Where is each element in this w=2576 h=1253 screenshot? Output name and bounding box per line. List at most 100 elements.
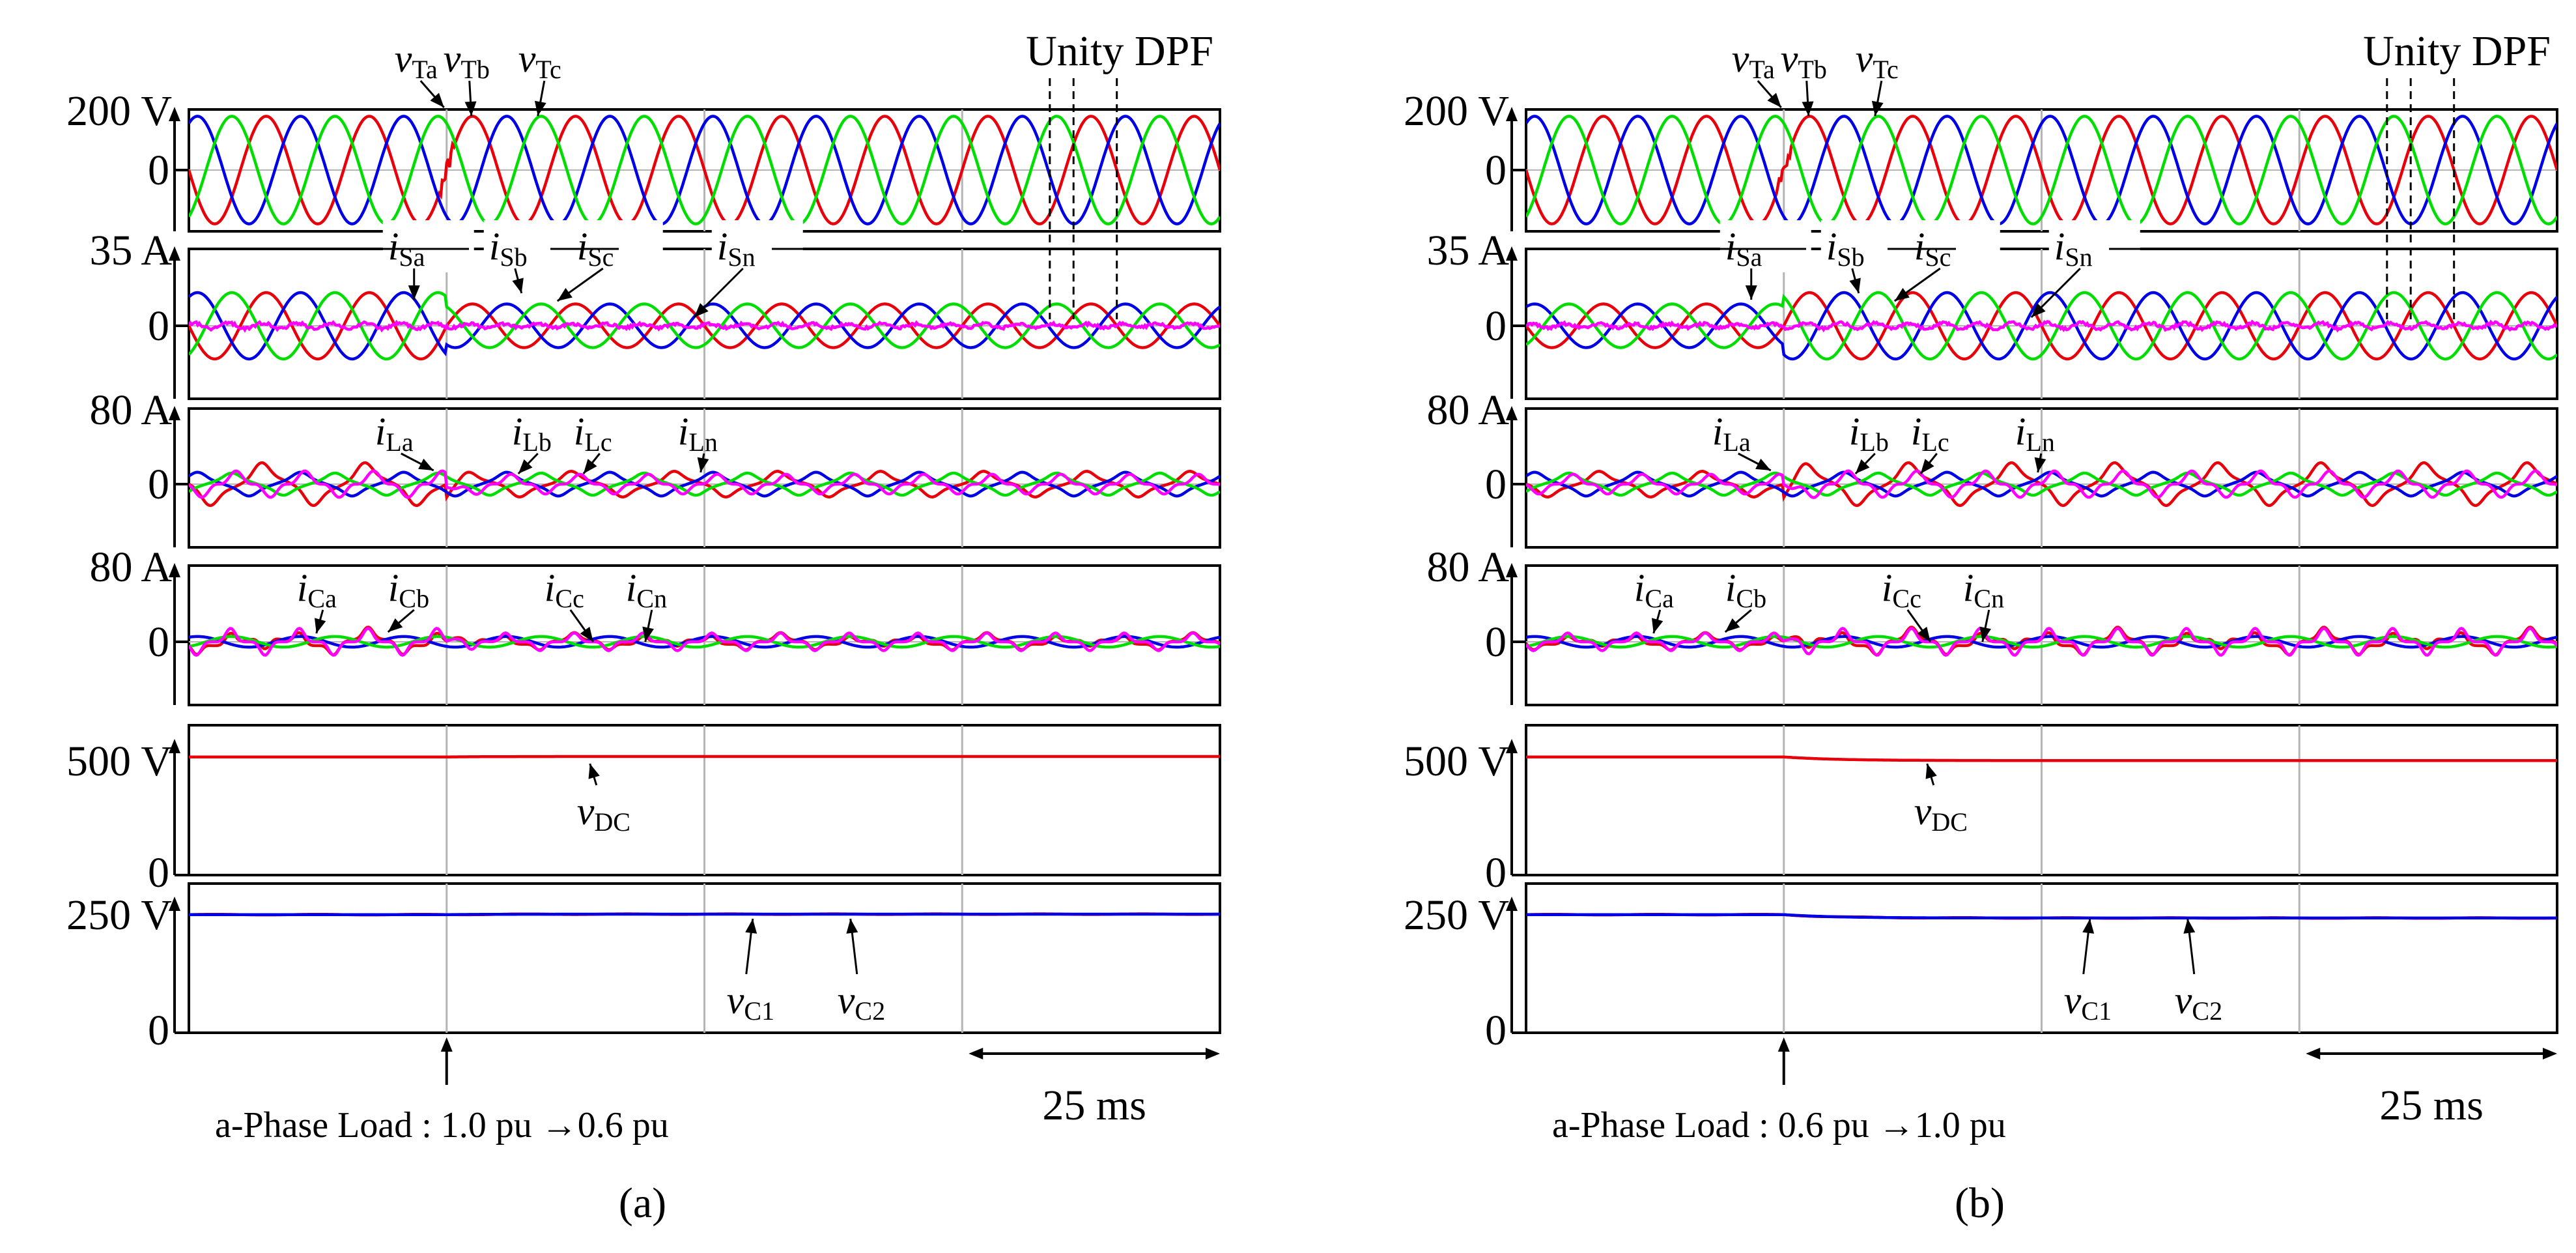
zero-label: 0 — [1485, 147, 1507, 194]
trace-label-vC1: vC1 — [2064, 979, 2112, 1026]
scale-right-head — [1206, 1048, 1220, 1059]
trace-label-vTa: vTa — [395, 37, 438, 84]
zero-label: 0 — [1485, 849, 1507, 897]
trace-label-iCb: iCb — [1725, 566, 1766, 613]
trace-label-vC1: vC1 — [727, 979, 774, 1026]
scale-left-head — [969, 1048, 983, 1059]
trace-label-vDC: vDC — [577, 790, 630, 837]
zero-label: 0 — [1485, 302, 1507, 350]
label-leader-head — [1746, 285, 1757, 300]
label-leader-head — [584, 459, 597, 474]
zero-label: 0 — [148, 849, 169, 897]
trace-row-2: 80 A 0 — [89, 386, 1220, 547]
trace-label-vTb: vTb — [444, 37, 490, 84]
axis-value-label: 500 V — [66, 738, 172, 785]
trace-row-4: 500 V 0 — [66, 725, 1220, 897]
trace-label-iCn: iCn — [626, 566, 667, 613]
panel-caption: (b) — [1955, 1179, 2005, 1227]
label-leader-head — [2035, 457, 2046, 472]
label-leader-head — [698, 457, 709, 472]
trace-label-vTc: vTc — [1856, 37, 1899, 84]
trace-row-5: 250 V 0 — [66, 884, 1220, 1054]
trace-label-iCb: iCb — [388, 566, 429, 613]
series-line-trace0 — [189, 756, 1220, 757]
axis-value-label: 250 V — [1404, 891, 1509, 939]
waveforms — [189, 914, 1220, 915]
trace-label-vTc: vTc — [518, 37, 561, 84]
trace-label-iLb: iLb — [512, 410, 552, 457]
panel-caption: (a) — [619, 1179, 666, 1227]
label-leader-head — [408, 285, 420, 300]
trace-label-vDC: vDC — [1914, 790, 1968, 837]
oscilloscope-figure: 200 V035 A080 A080 A0500 V0250 V0vTa vTb v… — [0, 0, 2576, 1253]
label-leader-head — [1652, 618, 1663, 633]
label-leader-head — [315, 618, 326, 633]
load-change-note: a-Phase Load : 1.0 pu →0.6 pu — [215, 1105, 669, 1145]
series-line-trace1 — [189, 914, 1220, 915]
zero-label: 0 — [148, 461, 169, 508]
trace-label-vC2: vC2 — [838, 979, 885, 1026]
zero-label: 0 — [1485, 1007, 1507, 1054]
trace-label-iLa: iLa — [1712, 410, 1751, 457]
event-arrow-head — [1778, 1037, 1790, 1052]
axis-value-label: 200 V — [1404, 87, 1509, 135]
panel-a: 200 V035 A080 A080 A0500 V0250 V0vTa vTb v… — [66, 27, 1220, 1227]
trace-label-iLc: iLc — [574, 410, 612, 457]
trace-label-iLn: iLn — [678, 410, 718, 457]
trace-label-iCa: iCa — [1634, 566, 1674, 613]
panel-b: 200 V035 A080 A080 A0500 V0250 V0vTa vTb v… — [1404, 27, 2557, 1227]
zero-label: 0 — [148, 1007, 169, 1054]
trace-label-vC2: vC2 — [2175, 979, 2222, 1026]
label-leader-head — [1921, 459, 1934, 474]
trace-label-iLc: iLc — [1911, 410, 1949, 457]
axis-value-label: 80 A — [89, 543, 172, 591]
zero-label: 0 — [148, 618, 169, 666]
trace-label-iLn: iLn — [2015, 410, 2055, 457]
trace-label-iCn: iCn — [1963, 566, 2004, 613]
trace-row-4: 500 V 0 — [1404, 725, 2557, 897]
label-leader-head — [745, 919, 757, 934]
axis-value-label: 80 A — [1426, 543, 1509, 591]
trace-label-iCc: iCc — [545, 566, 584, 613]
axis-value-label: 250 V — [66, 891, 172, 939]
trace-row-3: 80 A 0 — [89, 543, 1220, 705]
trace-row-0: 200 V 0 — [66, 87, 1220, 231]
trace-row-3: 80 A 0 — [1426, 543, 2557, 705]
axis-value-label: 80 A — [89, 386, 172, 434]
scale-right-head — [2543, 1048, 2557, 1059]
event-arrow-head — [441, 1037, 453, 1052]
waveforms — [189, 756, 1220, 757]
zero-label: 0 — [1485, 461, 1507, 508]
label-leader-head — [2082, 919, 2094, 934]
label-leader-head — [2183, 919, 2195, 934]
zero-label: 0 — [148, 302, 169, 350]
unity-dpf-annotation: Unity DPF — [1026, 27, 1213, 75]
axis-value-label: 80 A — [1426, 386, 1509, 434]
trace-row-5: 250 V 0 — [1404, 884, 2557, 1054]
unity-dpf-annotation: Unity DPF — [2363, 27, 2551, 75]
trace-row-2: 80 A 0 — [1426, 386, 2557, 547]
label-leader-head — [558, 288, 573, 301]
axis-value-label: 35 A — [1426, 227, 1509, 274]
trace-row-0: 200 V 0 — [1404, 87, 2557, 231]
trace-label-vTb: vTb — [1781, 37, 1827, 84]
trace-label-vTa: vTa — [1732, 37, 1775, 84]
label-leader-head — [1926, 764, 1937, 779]
trace-label-iLb: iLb — [1849, 410, 1889, 457]
transition-arrow: → — [1878, 1105, 1915, 1145]
axis-value-label: 200 V — [66, 87, 172, 135]
zero-label: 0 — [1485, 618, 1507, 666]
load-change-note: a-Phase Load : 0.6 pu →1.0 pu — [1552, 1105, 2006, 1145]
trace-label-iCc: iCc — [1882, 566, 1921, 613]
trace-label-iCa: iCa — [297, 566, 337, 613]
trace-label-iLa: iLa — [375, 410, 414, 457]
time-scale-label: 25 ms — [2379, 1082, 2484, 1129]
time-scale-label: 25 ms — [1042, 1082, 1146, 1129]
label-leader-head — [1895, 288, 1910, 301]
axis-value-label: 35 A — [89, 227, 172, 274]
scale-left-head — [2306, 1048, 2320, 1059]
label-leader-head — [846, 919, 858, 934]
zero-label: 0 — [148, 147, 169, 194]
axis-value-label: 500 V — [1404, 738, 1509, 785]
transition-arrow: → — [541, 1105, 578, 1145]
